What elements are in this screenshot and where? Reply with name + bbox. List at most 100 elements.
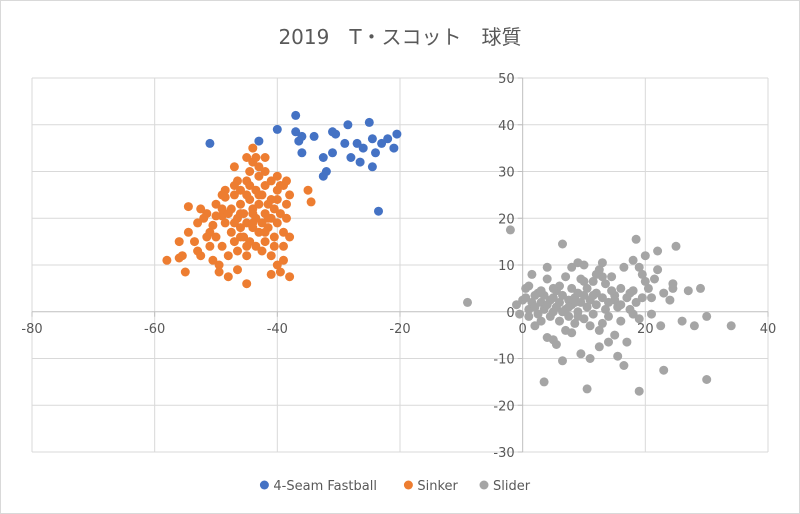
data-point (564, 302, 574, 312)
data-point (285, 190, 295, 200)
data-point (343, 120, 353, 130)
data-point (579, 260, 589, 270)
data-point (303, 185, 313, 195)
y-tick-label: 50 (498, 72, 515, 87)
x-tick-label: 40 (760, 322, 777, 337)
data-point (567, 328, 577, 338)
data-point (233, 176, 242, 186)
data-point (659, 365, 669, 375)
data-point (558, 290, 567, 300)
data-point (647, 309, 656, 319)
data-point (260, 167, 270, 176)
data-point (683, 286, 693, 296)
data-point (196, 204, 206, 214)
data-point (521, 293, 531, 303)
data-point (582, 302, 592, 312)
data-point (668, 279, 678, 289)
data-point (558, 239, 567, 249)
data-point (229, 218, 239, 228)
data-point (610, 295, 620, 305)
data-point (570, 297, 580, 307)
data-point (533, 309, 543, 319)
data-point (266, 269, 276, 279)
data-point (601, 279, 610, 289)
data-point (355, 157, 365, 167)
data-point (555, 316, 564, 326)
y-tick-label: -20 (493, 399, 514, 414)
data-point (272, 171, 282, 181)
legend-marker (403, 480, 413, 490)
data-point (463, 297, 472, 307)
data-point (371, 148, 380, 158)
data-point (306, 197, 316, 207)
y-tick-label: 20 (498, 212, 515, 227)
chart-title: 2019 T・スコット 球質 (278, 25, 521, 49)
data-point (297, 148, 307, 158)
data-point (248, 218, 258, 228)
y-tick-label: 40 (498, 119, 515, 134)
data-point (251, 241, 261, 251)
data-point (702, 375, 712, 384)
data-point (309, 131, 319, 141)
data-point (294, 136, 304, 146)
data-point (689, 321, 699, 331)
data-point (257, 246, 267, 256)
data-point (383, 134, 393, 144)
data-point (539, 377, 549, 387)
data-point (702, 311, 712, 321)
data-point (190, 237, 199, 247)
data-point (211, 211, 221, 221)
data-point (242, 153, 252, 162)
legend-label: 4-Seam Fastball (273, 479, 377, 494)
data-point (637, 269, 647, 279)
data-point (585, 321, 595, 331)
data-point (260, 181, 270, 190)
data-point (318, 153, 328, 162)
data-point (217, 204, 227, 214)
data-point (619, 361, 629, 370)
legend-item: Sinker (403, 479, 459, 494)
data-point (236, 209, 245, 219)
data-point (220, 218, 230, 228)
data-point (573, 311, 583, 321)
data-point (653, 246, 663, 256)
y-tick-label: -10 (493, 353, 514, 368)
data-point (282, 213, 291, 223)
data-point (367, 134, 377, 144)
data-point (226, 227, 236, 237)
legend-marker (259, 480, 269, 490)
data-point (272, 218, 282, 228)
data-point (582, 283, 592, 293)
data-point (174, 237, 184, 247)
data-point (242, 190, 252, 200)
data-point (254, 162, 264, 172)
data-point (607, 286, 617, 296)
data-point (358, 143, 368, 153)
data-point (251, 153, 261, 162)
data-point (266, 251, 276, 261)
data-point (282, 199, 291, 209)
data-point (214, 260, 224, 270)
data-point (619, 262, 629, 272)
data-point (223, 272, 233, 282)
data-point (665, 295, 675, 305)
data-point (367, 162, 377, 172)
data-point (291, 127, 301, 137)
data-point (331, 129, 341, 139)
gridlines (31, 77, 769, 453)
data-point (656, 321, 666, 331)
data-point (211, 199, 221, 209)
data-point (285, 272, 295, 282)
data-point (628, 255, 638, 265)
legend-item: 4-Seam Fastball (259, 479, 377, 494)
data-point (340, 138, 350, 148)
data-point (650, 274, 659, 284)
data-point (254, 190, 264, 200)
y-tick-label: -30 (493, 446, 514, 461)
data-point (625, 288, 635, 298)
data-point (254, 227, 264, 237)
data-point (245, 181, 255, 190)
data-point (285, 232, 295, 242)
data-point (269, 232, 279, 242)
